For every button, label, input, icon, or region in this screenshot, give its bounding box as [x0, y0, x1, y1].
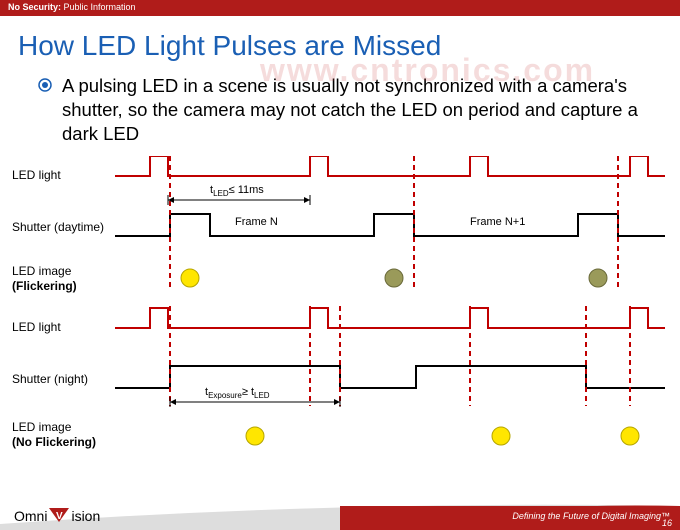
- annot-frame-n1: Frame N+1: [470, 216, 525, 228]
- timing-diagram: LED light Shutter (daytime) LED image (F…: [10, 156, 670, 476]
- slide-title: How LED Light Pulses are Missed: [0, 16, 680, 70]
- logo: OmniVision: [14, 506, 100, 524]
- diagram-svg: [10, 156, 670, 466]
- security-banner: No Security: Public Information: [0, 0, 680, 16]
- security-label-bold: No Security:: [8, 2, 61, 12]
- slide-number: 16: [662, 518, 672, 528]
- bullet-row: A pulsing LED in a scene is usually not …: [0, 70, 680, 156]
- svg-text:V: V: [56, 511, 63, 522]
- annot-texp: tExposure≥ tLED: [205, 386, 270, 400]
- footer-tagline: Defining the Future of Digital Imaging™ …: [340, 506, 680, 530]
- footer: OmniVision Defining the Future of Digita…: [0, 492, 680, 530]
- bullet-icon: [38, 78, 52, 146]
- annot-tled: tLED≤ 11ms: [210, 184, 264, 198]
- bullet-text: A pulsing LED in a scene is usually not …: [62, 74, 650, 146]
- annot-frame-n: Frame N: [235, 216, 278, 228]
- security-label-rest: Public Information: [61, 2, 136, 12]
